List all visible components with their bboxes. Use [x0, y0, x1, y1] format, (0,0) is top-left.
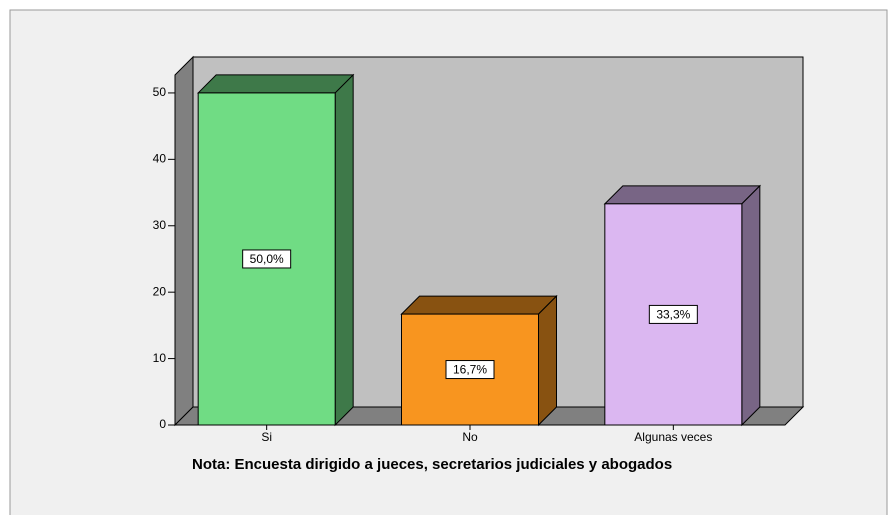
bar-side — [538, 294, 557, 427]
bar-top — [603, 185, 762, 205]
y-tick-label: 30 — [153, 218, 167, 232]
bar-side — [334, 73, 354, 427]
y-tick-label: 40 — [153, 152, 167, 166]
bar-top — [400, 295, 558, 315]
value-label-box — [445, 360, 495, 380]
x-tick-label: Algunas veces — [634, 430, 712, 444]
note: Nota: Encuesta dirigido a jueces, secret… — [192, 456, 673, 473]
y-tick-label: 20 — [153, 284, 167, 298]
value-label: 16,7% — [453, 363, 487, 377]
x-tick-label: Si — [261, 430, 272, 444]
bar-side — [741, 184, 761, 427]
value-label-box — [242, 249, 292, 269]
y-tick-label: 0 — [159, 417, 166, 431]
value-label: 50,0% — [250, 252, 284, 266]
bar-top — [196, 74, 355, 94]
y-tick-label: 50 — [153, 85, 167, 99]
x-tick-label: No — [462, 430, 478, 444]
y-tick-label: 10 — [153, 351, 167, 365]
left-wall — [174, 55, 194, 427]
value-label: 33,3% — [656, 308, 690, 322]
value-label-box — [648, 304, 698, 324]
